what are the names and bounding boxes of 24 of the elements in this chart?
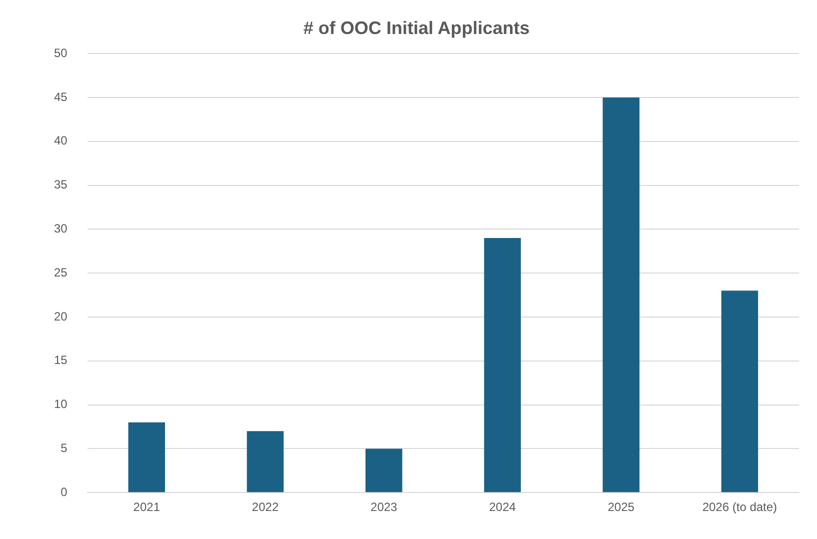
y-tick-label: 5 (60, 441, 68, 456)
y-tick-label: 10 (54, 397, 68, 412)
bar (246, 431, 284, 492)
y-tick-label: 40 (54, 134, 68, 148)
y-tick-label: 50 (54, 46, 68, 60)
y-tick-label: 25 (54, 265, 68, 280)
chart-title: # of OOC Initial Applicants (303, 18, 530, 38)
y-tick-label: 35 (54, 178, 68, 192)
x-tick-label: 2022 (252, 500, 279, 514)
y-tick-label: 15 (54, 353, 68, 368)
bar (128, 422, 166, 492)
x-tick-label: 2026 (to date) (702, 500, 778, 514)
x-tick-label: 2021 (133, 500, 160, 514)
bar (721, 290, 758, 492)
y-tick-label: 0 (60, 484, 68, 499)
x-tick-label: 2025 (608, 500, 635, 514)
bar (602, 98, 640, 492)
y-tick-label: 20 (54, 309, 68, 324)
y-tick-label: 45 (54, 90, 68, 104)
x-tick-label: 2024 (489, 500, 516, 514)
bar (484, 238, 521, 492)
x-tick-label: 2023 (370, 500, 398, 514)
bar (365, 448, 402, 492)
y-tick-label: 30 (54, 222, 68, 236)
